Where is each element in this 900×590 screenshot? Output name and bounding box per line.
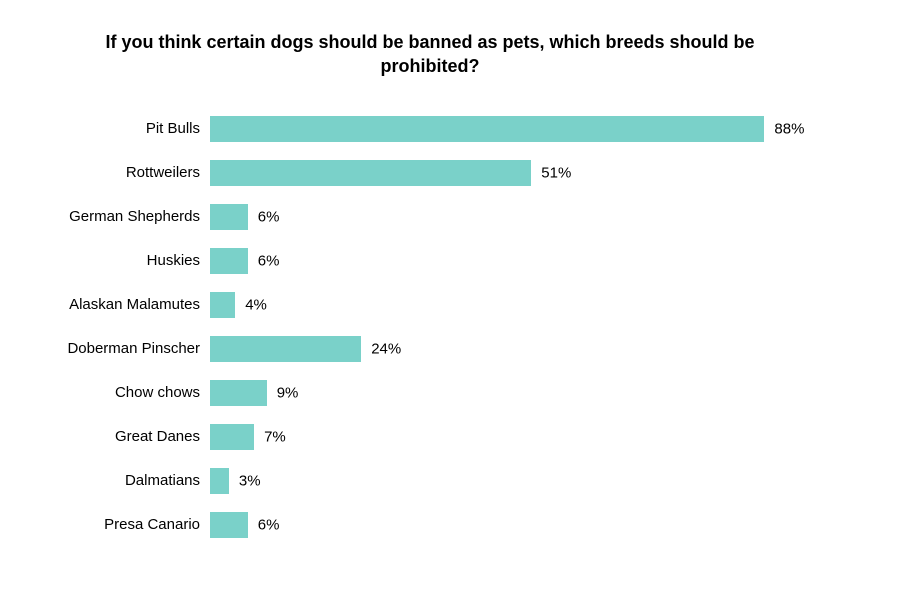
value-label: 9% bbox=[267, 384, 299, 401]
category-label: Pit Bulls bbox=[20, 120, 210, 137]
bar-fill bbox=[210, 160, 531, 186]
category-label: German Shepherds bbox=[20, 208, 210, 225]
bar-track: 6% bbox=[210, 248, 840, 274]
chart-title: If you think certain dogs should be bann… bbox=[70, 30, 790, 79]
bar-track: 6% bbox=[210, 204, 840, 230]
bar-row: Huskies 6% bbox=[20, 239, 840, 283]
bar-row: Rottweilers 51% bbox=[20, 151, 840, 195]
value-label: 6% bbox=[248, 516, 280, 533]
category-label: Great Danes bbox=[20, 428, 210, 445]
value-label: 7% bbox=[254, 428, 286, 445]
bar-row: German Shepherds 6% bbox=[20, 195, 840, 239]
chart-container: If you think certain dogs should be bann… bbox=[0, 0, 900, 590]
bar-fill bbox=[210, 380, 267, 406]
bar-track: 7% bbox=[210, 424, 840, 450]
bar-fill bbox=[210, 248, 248, 274]
bar-fill bbox=[210, 468, 229, 494]
bar-fill bbox=[210, 512, 248, 538]
bar-track: 6% bbox=[210, 512, 840, 538]
value-label: 51% bbox=[531, 164, 571, 181]
value-label: 6% bbox=[248, 252, 280, 269]
value-label: 4% bbox=[235, 296, 267, 313]
bar-row: Pit Bulls 88% bbox=[20, 107, 840, 151]
bar-row: Great Danes 7% bbox=[20, 415, 840, 459]
bar-row: Chow chows 9% bbox=[20, 371, 840, 415]
bar-fill bbox=[210, 424, 254, 450]
category-label: Chow chows bbox=[20, 384, 210, 401]
bar-row: Dalmatians 3% bbox=[20, 459, 840, 503]
category-label: Huskies bbox=[20, 252, 210, 269]
bar-row: Doberman Pinscher 24% bbox=[20, 327, 840, 371]
value-label: 6% bbox=[248, 208, 280, 225]
category-label: Alaskan Malamutes bbox=[20, 296, 210, 313]
chart-plot-area: Pit Bulls 88% Rottweilers 51% German Shepher… bbox=[20, 107, 840, 547]
category-label: Rottweilers bbox=[20, 164, 210, 181]
bar-row: Presa Canario 6% bbox=[20, 503, 840, 547]
bar-track: 9% bbox=[210, 380, 840, 406]
bar-track: 24% bbox=[210, 336, 840, 362]
bar-fill bbox=[210, 116, 764, 142]
category-label: Presa Canario bbox=[20, 516, 210, 533]
bar-track: 88% bbox=[210, 116, 840, 142]
category-label: Doberman Pinscher bbox=[20, 340, 210, 357]
bar-track: 3% bbox=[210, 468, 840, 494]
bar-fill bbox=[210, 292, 235, 318]
value-label: 3% bbox=[229, 472, 261, 489]
bar-track: 4% bbox=[210, 292, 840, 318]
bar-fill bbox=[210, 336, 361, 362]
bar-track: 51% bbox=[210, 160, 840, 186]
bar-fill bbox=[210, 204, 248, 230]
value-label: 88% bbox=[764, 120, 804, 137]
bar-row: Alaskan Malamutes 4% bbox=[20, 283, 840, 327]
value-label: 24% bbox=[361, 340, 401, 357]
category-label: Dalmatians bbox=[20, 472, 210, 489]
